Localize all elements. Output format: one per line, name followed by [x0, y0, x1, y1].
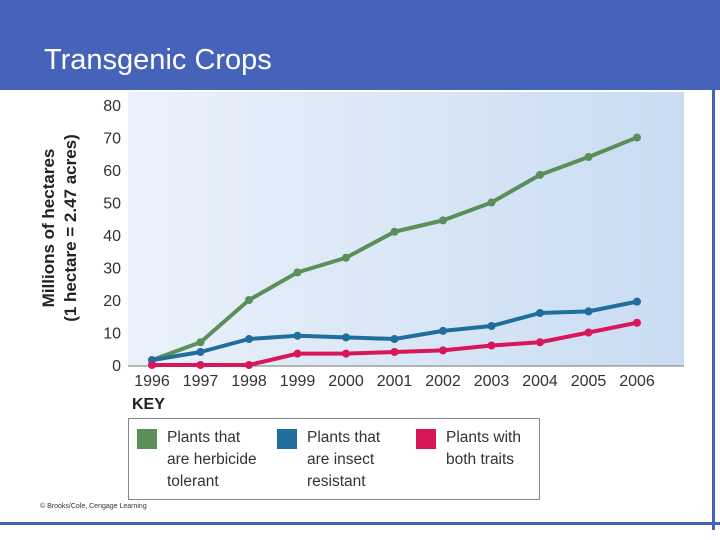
x-tick-label: 1996: [134, 373, 170, 390]
y-tick-label: 80: [103, 98, 121, 115]
y-tick-label: 40: [103, 228, 121, 245]
data-point-both: [487, 341, 496, 350]
data-point-herbicide: [245, 296, 253, 304]
y-tick-label: 70: [103, 131, 121, 148]
x-tick-label: 2005: [571, 373, 607, 390]
legend-label-herbicide: Plants that are herbicide tolerant: [167, 429, 257, 490]
x-tick-label: 1997: [183, 373, 219, 390]
y-tick-label: 10: [103, 326, 121, 343]
data-point-both: [390, 348, 399, 356]
legend-swatch-insect: [277, 429, 297, 449]
legend: Plants that are herbicide tolerant Plant…: [128, 418, 540, 500]
data-point-both: [293, 349, 302, 358]
legend-item-herbicide: Plants that are herbicide tolerant: [137, 427, 257, 493]
bottom-border: [0, 522, 720, 525]
legend-swatch-herbicide: [137, 429, 157, 449]
legend-label-both: Plants with both traits: [446, 429, 521, 468]
data-point-insect: [196, 348, 205, 356]
data-point-insect: [390, 335, 399, 343]
data-point-both: [342, 349, 350, 358]
y-axis-sublabel: (1 hectare = 2.47 acres): [61, 134, 80, 322]
legend-item-both: Plants with both traits: [416, 427, 521, 471]
y-axis-title: Millions of hectares (1 hectare = 2.47 a…: [39, 134, 80, 322]
x-tick-label: 1999: [280, 373, 316, 390]
data-point-both: [245, 361, 253, 369]
legend-swatch-both: [416, 429, 436, 449]
data-point-herbicide: [633, 133, 641, 142]
data-point-both: [633, 318, 641, 327]
x-tick-label: 2006: [619, 373, 655, 390]
y-tick-label: 50: [103, 196, 121, 213]
x-tick-label: 1998: [231, 373, 267, 390]
data-point-insect: [584, 307, 593, 316]
data-point-insect: [536, 309, 544, 317]
x-tick-label: 2001: [377, 373, 413, 390]
data-point-both: [439, 346, 447, 355]
y-tick-label: 20: [103, 293, 121, 310]
x-tick-label: 2003: [474, 373, 510, 390]
series-layer: [148, 133, 641, 369]
right-border: [712, 90, 715, 530]
data-point-herbicide: [390, 227, 399, 236]
legend-item-insect: Plants that are insect resistant: [277, 427, 380, 493]
y-tick-label: 30: [103, 261, 121, 278]
data-point-both: [196, 361, 205, 369]
data-point-insect: [487, 322, 496, 330]
data-point-herbicide: [293, 268, 302, 277]
data-point-herbicide: [342, 253, 350, 262]
y-tick-label: 60: [103, 163, 121, 180]
data-point-both: [584, 328, 593, 337]
data-point-insect: [293, 331, 302, 340]
data-point-insect: [342, 333, 350, 342]
data-point-both: [148, 361, 156, 369]
title-bar: [0, 0, 720, 90]
copyright-credit: © Brooks/Cole, Cengage Learning: [40, 503, 147, 510]
y-ticks: 0 10 20 30 40 50 60 70 80: [103, 98, 121, 375]
x-ticks: 1996 1997 1998 1999 2000 2001 2002 2003 2004 2005…: [134, 373, 655, 390]
data-point-insect: [633, 297, 641, 306]
data-point-herbicide: [196, 338, 205, 347]
x-tick-label: 2000: [328, 373, 364, 390]
x-tick-label: 2002: [425, 373, 461, 390]
data-point-herbicide: [584, 153, 593, 161]
data-point-herbicide: [487, 198, 496, 207]
data-point-insect: [439, 326, 447, 335]
y-tick-label: 0: [112, 358, 121, 375]
slide-title: Transgenic Crops: [44, 44, 272, 76]
legend-label-insect: Plants that are insect resistant: [307, 429, 381, 490]
data-point-herbicide: [439, 216, 447, 225]
x-tick-label: 2004: [522, 373, 558, 390]
data-point-both: [536, 338, 544, 347]
y-axis-label: Millions of hectares: [39, 149, 58, 308]
legend-title: KEY: [132, 396, 165, 413]
data-point-herbicide: [536, 170, 544, 179]
data-point-insect: [245, 335, 253, 343]
